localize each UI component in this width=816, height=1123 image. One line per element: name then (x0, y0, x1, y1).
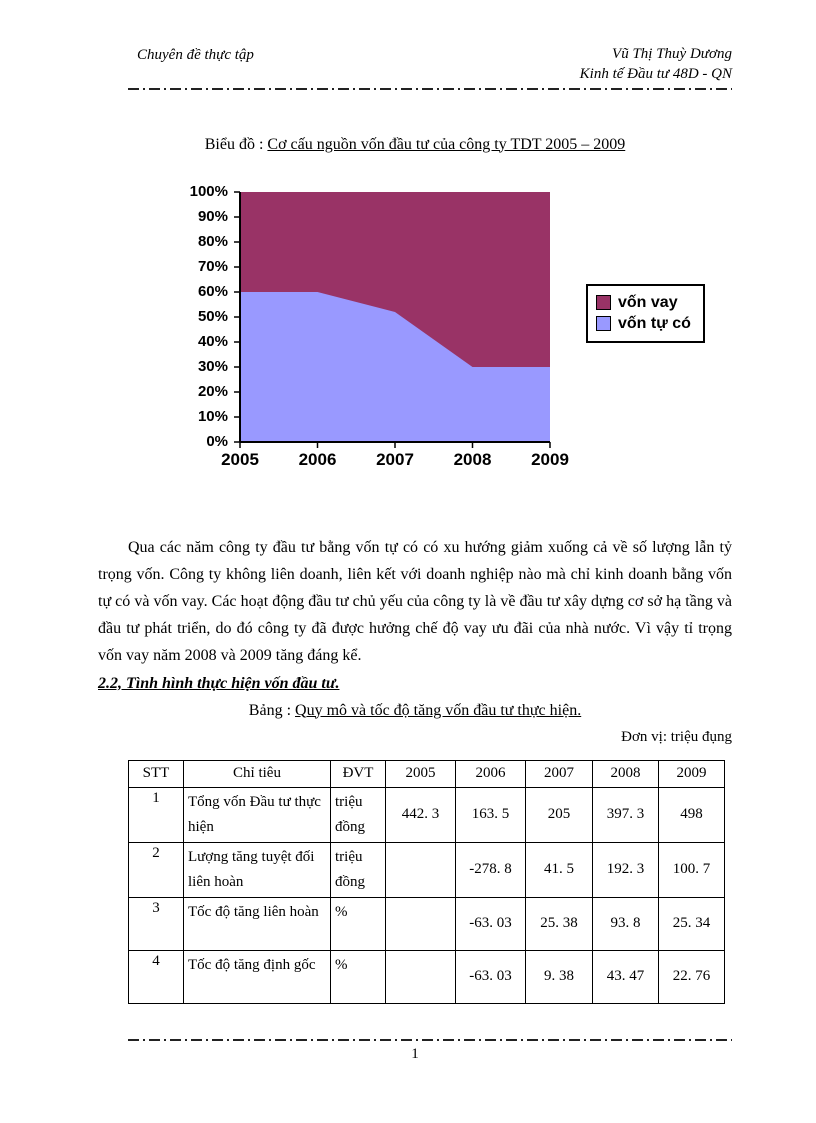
unit-cell: % (330, 949, 386, 1004)
value-cell: 100. 7 (658, 841, 725, 898)
table-row: 2 Lượng tăng tuyệt đối liên hoàn triệu đồn… (128, 841, 725, 898)
table-row: 1 Tổng vốn Đầu tư thực hiện triệu đồng 442.… (128, 786, 725, 843)
value-cell: 205 (525, 786, 593, 843)
column-header: 2006 (455, 759, 526, 788)
x-axis-labels: 2005 2006 2007 2008 2009 (221, 449, 569, 480)
y-tick-label: 10% (197, 407, 228, 425)
table-caption-prefix: Bảng : (248, 701, 296, 719)
value-cell: -63. 03 (455, 949, 526, 1004)
row-index-cell: 3 (128, 896, 184, 951)
value-cell: 192. 3 (592, 841, 659, 898)
value-cell: 442. 3 (385, 786, 456, 843)
y-tick-label: 60% (197, 282, 228, 300)
unit-cell: triệu đồng (330, 786, 386, 843)
value-cell: 93. 8 (592, 896, 659, 951)
x-tick-label: 2005 (221, 449, 259, 469)
table-caption: Bảng : Quy mô và tốc độ tăng vốn đầu tư … (98, 702, 732, 720)
column-header: 2008 (592, 759, 659, 788)
footer-divider (128, 1039, 732, 1041)
legend-label: vốn tự có (618, 314, 691, 332)
unit-note: Đơn vị: triệu đụng (621, 728, 732, 745)
column-header: Chỉ tiêu (183, 759, 331, 788)
page-header: Chuyên đề thực tập Vũ Thị Thuỳ Dương Kin… (98, 44, 732, 85)
y-tick-label: 70% (197, 257, 228, 275)
column-header: ĐVT (330, 759, 386, 788)
series-von-tu-co-area (240, 291, 550, 442)
legend-swatch (596, 295, 611, 310)
table-row: 4 Tốc độ tăng định gốc% -63. 03 9. 38 43. 47… (128, 949, 725, 1004)
x-tick-label: 2006 (298, 449, 337, 469)
indicator-cell: Tổng vốn Đầu tư thực hiện (183, 786, 331, 843)
value-cell: -63. 03 (455, 896, 526, 951)
header-right: Vũ Thị Thuỳ Dương Kinh tế Đầu tư 48D - Q… (580, 44, 732, 85)
header-author: Vũ Thị Thuỳ Dương (612, 46, 732, 62)
y-tick-label: 20% (197, 382, 228, 400)
value-cell: 41. 5 (525, 841, 593, 898)
data-table: STT Chỉ tiêu ĐVT 2005 2006 2007 2008 2009 1 Tổng… (128, 759, 725, 1004)
header-divider (128, 87, 732, 90)
table-caption-text: Quy mô và tốc độ tăng vốn đầu tư thực hi… (295, 701, 582, 719)
table-header-row: STT Chỉ tiêu ĐVT 2005 2006 2007 2008 2009 (128, 759, 725, 788)
value-cell: 43. 47 (592, 949, 659, 1004)
value-cell: 397. 3 (592, 786, 659, 843)
page-number: 1 (411, 1046, 419, 1062)
page-footer: 1 (98, 1039, 732, 1063)
y-tick-label: 50% (197, 307, 228, 325)
unit-cell: % (330, 896, 386, 951)
y-tick-label: 30% (197, 357, 228, 375)
y-tick-label: 80% (197, 232, 228, 250)
value-cell: 25. 38 (525, 896, 593, 951)
legend-item: vốn tự có (596, 315, 691, 333)
chart-title-prefix: Biểu đồ : (204, 135, 268, 153)
y-tick-label: 0% (206, 432, 228, 450)
chart-title: Biểu đồ : Cơ cấu nguồn vốn đầu tư của cô… (98, 136, 732, 154)
value-cell: 9. 38 (525, 949, 593, 1004)
row-index-cell: 1 (128, 786, 184, 843)
column-header: 2007 (525, 759, 593, 788)
legend-swatch (596, 316, 611, 331)
indicator-cell: Tốc độ tăng liên hoàn (183, 896, 331, 951)
header-class: Kinh tế Đầu tư 48D - QN (579, 66, 732, 83)
value-cell (385, 949, 456, 1004)
x-tick-label: 2007 (376, 449, 414, 469)
value-cell: 25. 34 (658, 896, 725, 951)
value-cell: 22. 76 (658, 949, 725, 1004)
y-axis-labels: 100% 90% 80% 70% 60% 50% 40% 30% 20% 10% 0% (142, 183, 230, 450)
row-index-cell: 4 (128, 949, 184, 1004)
header-left: Chuyên đề thực tập (137, 47, 254, 63)
indicator-cell: Lượng tăng tuyệt đối liên hoàn (183, 841, 331, 898)
row-index-cell: 2 (128, 841, 184, 898)
column-header: 2009 (658, 759, 725, 788)
section-heading: 2.2, Tình hình thực hiện vốn đầu tư. (98, 674, 340, 692)
value-cell (385, 841, 456, 898)
column-header: STT (128, 759, 184, 788)
legend-item: vốn vay (596, 294, 691, 312)
y-tick-label: 90% (197, 207, 228, 225)
chart-legend: vốn vay vốn tự có (586, 283, 705, 343)
indicator-cell: Tốc độ tăng định gốc (183, 949, 331, 1004)
x-tick-label: 2008 (453, 449, 492, 469)
value-cell (385, 896, 456, 951)
table-body: 1 Tổng vốn Đầu tư thực hiện triệu đồng 442.… (128, 786, 725, 1004)
body-paragraph: Qua các năm công ty đầu tư bằng vốn tự c… (98, 538, 732, 664)
table-row: 3 Tốc độ tăng liên hoàn% -63. 03 25. 38 93. … (128, 896, 725, 951)
value-cell: 498 (658, 786, 725, 843)
column-header: 2005 (385, 759, 456, 788)
plot-column: 2005 2006 2007 2008 2009 (221, 190, 569, 480)
y-tick-label: 100% (189, 182, 228, 200)
chart-title-text: Cơ cấu nguồn vốn đầu tư của công ty TDT … (267, 135, 626, 153)
y-tick-label: 40% (197, 332, 228, 350)
value-cell: 163. 5 (455, 786, 526, 843)
unit-cell: triệu đồng (330, 841, 386, 898)
x-tick-label: 2009 (531, 449, 569, 469)
value-cell: -278. 8 (455, 841, 526, 898)
legend-label: vốn vay (618, 293, 678, 311)
area-chart-svg (234, 190, 551, 448)
stacked-area-chart: 100% 90% 80% 70% 60% 50% 40% 30% 20% 10% 0% 2005 20… (98, 183, 732, 494)
